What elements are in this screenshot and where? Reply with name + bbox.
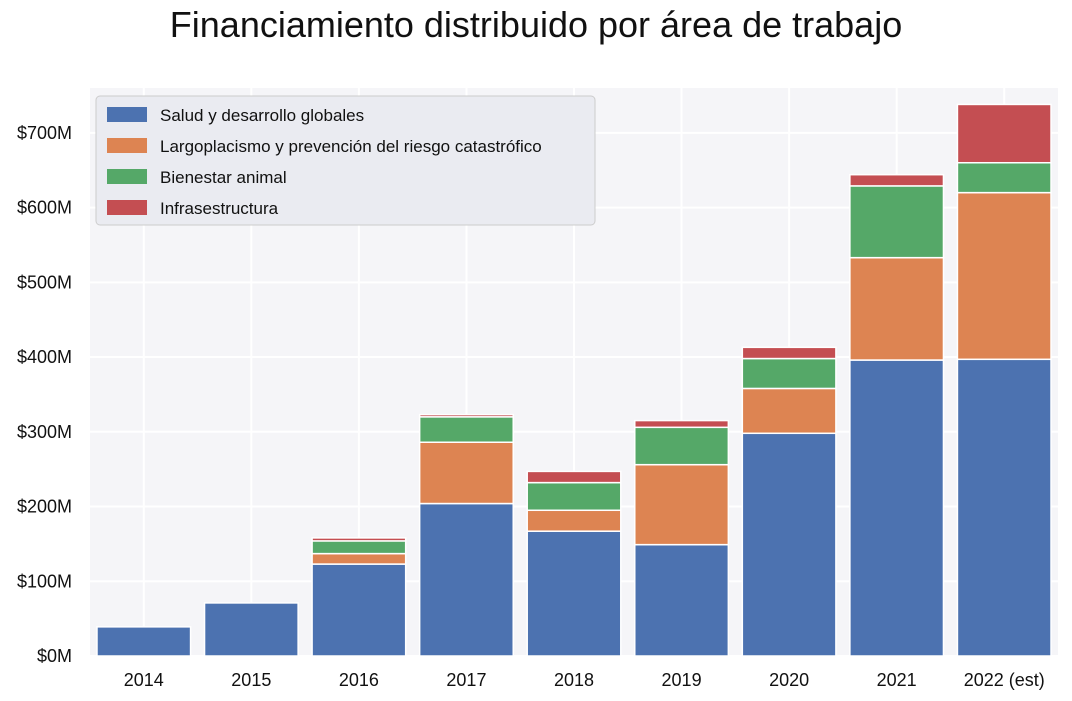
bar-segment-series-2 [526,509,622,532]
bar-segment-series-1 [203,602,299,657]
x-tick-label: 2020 [769,670,809,690]
legend-swatch [107,200,147,215]
bar-segment-series-3 [418,416,514,444]
legend-label: Largoplacismo y prevención del riesgo ca… [160,137,542,156]
legend-label: Infrasestructura [160,199,279,218]
bar-segment-series-1 [418,502,514,657]
legend-label: Bienestar animal [160,168,287,187]
bar-segment-series-2 [956,191,1052,361]
x-tick-label: 2018 [554,670,594,690]
bar-segment-series-4 [526,470,622,484]
bar-segment-series-3 [849,185,945,259]
bars [96,103,1052,657]
legend-swatch [107,107,147,122]
bar-segment-series-2 [311,552,407,565]
y-axis: $0M $100M $200M $300M $400M $500M $600M $700M [17,123,72,666]
legend-box [95,95,596,226]
x-tick-label: 2019 [662,670,702,690]
legend-swatch [107,169,147,184]
bar-segment-series-4 [849,173,945,187]
chart-title: Financiamiento distribuido por área de t… [169,4,903,45]
legend-swatch [107,138,147,153]
bar-segment-series-1 [96,626,192,657]
bar-segment-series-3 [741,357,837,390]
x-tick-label: 2022 (est) [964,670,1045,690]
y-tick-label: $200M [17,497,72,517]
bar-segment-series-2 [741,387,837,435]
bar-segment-series-1 [526,530,622,657]
x-tick-label: 2021 [877,670,917,690]
bar-segment-series-1 [634,543,730,657]
x-axis: 2014 2015 2016 2017 2018 2019 2020 2021 2022 (es… [124,670,1045,690]
bar-segment-series-3 [634,426,730,466]
y-tick-label: $600M [17,198,72,218]
bar-segment-series-4 [741,346,837,360]
y-tick-label: $500M [17,272,72,292]
bar-segment-series-4 [956,103,1052,164]
y-tick-label: $400M [17,347,72,367]
bar-segment-series-4 [634,419,730,429]
legend: Salud y desarrollo globales Largoplacismo… [95,95,596,226]
bar-segment-series-1 [741,432,837,657]
bar-segment-series-4 [418,413,514,418]
x-tick-label: 2014 [124,670,164,690]
x-tick-label: 2015 [231,670,271,690]
bar-segment-series-2 [849,256,945,361]
bar-segment-series-1 [311,563,407,657]
bar-segment-series-1 [956,358,1052,657]
y-tick-label: $300M [17,422,72,442]
x-tick-label: 2016 [339,670,379,690]
y-tick-label: $0M [37,646,72,666]
legend-label: Salud y desarrollo globales [160,106,364,125]
bar-segment-series-2 [634,463,730,546]
bar-segment-series-3 [311,540,407,555]
bar-segment-series-1 [849,359,945,657]
bar-segment-series-2 [418,441,514,505]
y-tick-label: $700M [17,123,72,143]
x-tick-label: 2017 [446,670,486,690]
bar-segment-series-3 [956,161,1052,194]
bar-segment-series-4 [311,537,407,542]
bar-segment-series-3 [526,481,622,512]
y-tick-label: $100M [17,571,72,591]
